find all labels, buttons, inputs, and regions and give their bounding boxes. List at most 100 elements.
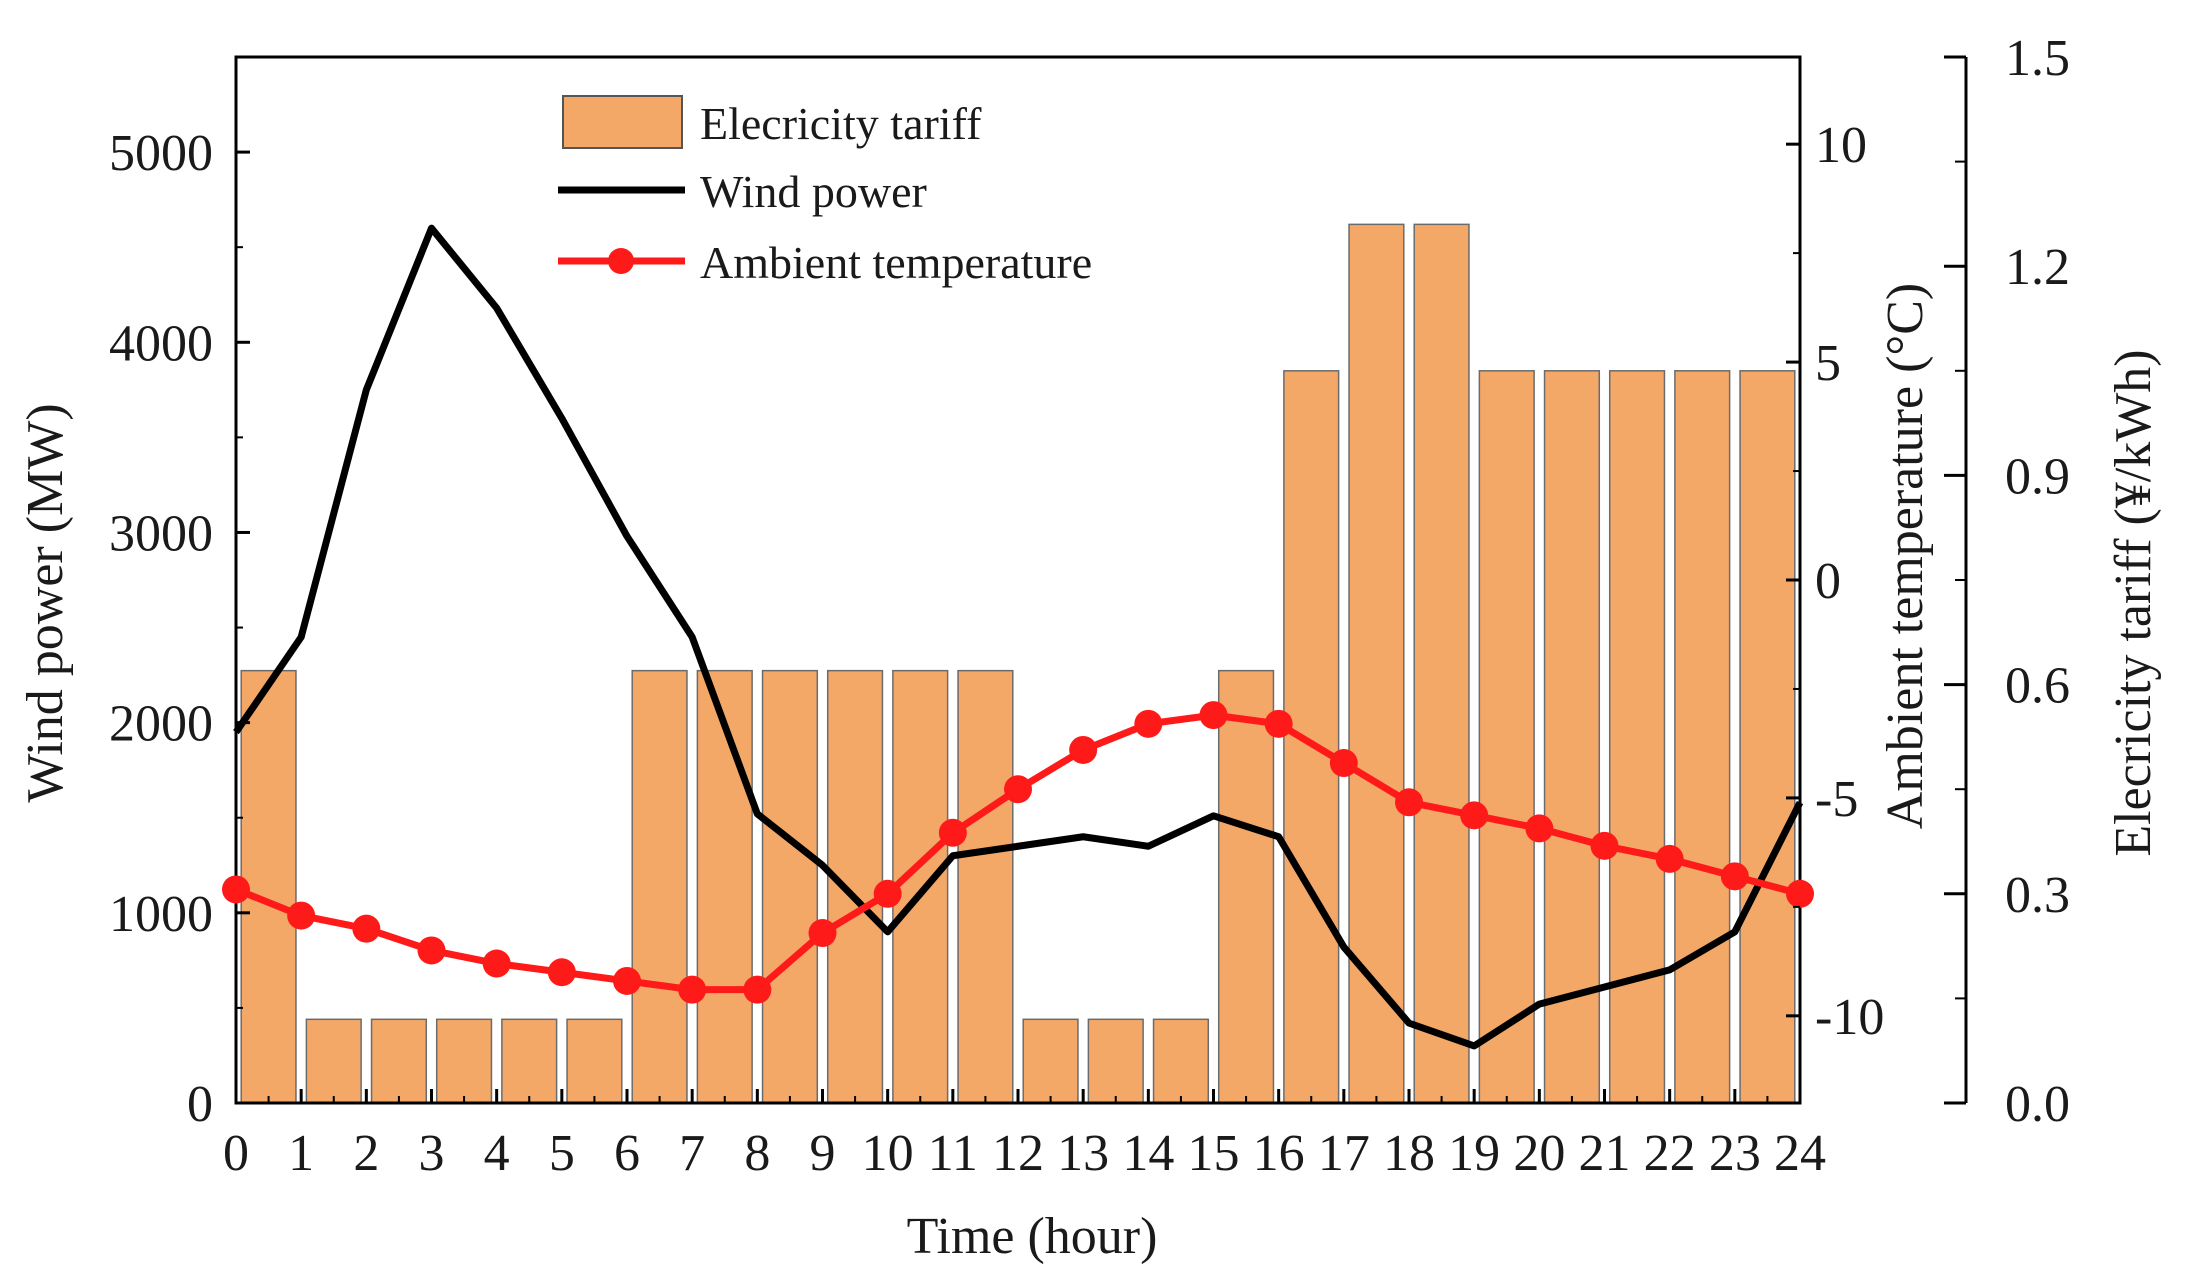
x-tick-label: 3 xyxy=(419,1125,445,1182)
temperature-point xyxy=(1590,831,1619,860)
tariff-bar xyxy=(370,1018,428,1104)
tariff-bar xyxy=(1087,1018,1144,1104)
x-axis-title: Time (hour) xyxy=(907,1208,1158,1265)
tariff-bar xyxy=(1022,1018,1079,1104)
x-tick-label: 6 xyxy=(614,1125,640,1182)
right-outer-tick-label: 0.9 xyxy=(2005,448,2070,505)
x-tick-label: 12 xyxy=(992,1125,1044,1182)
left-tick-label: 2000 xyxy=(109,696,213,753)
temperature-point xyxy=(352,914,381,943)
x-tick-label: 9 xyxy=(810,1125,836,1182)
tariff-bar xyxy=(1608,370,1666,1104)
x-tick-label: 15 xyxy=(1188,1125,1240,1182)
right-inner-tick-label: -5 xyxy=(1815,771,1858,828)
tariff-bar xyxy=(631,669,688,1104)
temperature-point xyxy=(743,975,772,1004)
temperature-point xyxy=(1199,701,1228,730)
x-tick-label: 7 xyxy=(679,1125,705,1182)
tariff-bar xyxy=(1478,370,1535,1104)
left-axis: 0 1000 2000 3000 4000 5000 xyxy=(109,125,250,1133)
tariff-bar xyxy=(435,1018,493,1104)
right-inner-axis-title: Ambient temperature (°C) xyxy=(1877,283,1934,829)
right-inner-tick-label: 0 xyxy=(1815,553,1841,610)
left-tick-label: 3000 xyxy=(109,505,213,562)
left-tick-label: 4000 xyxy=(109,315,213,372)
tariff-bar xyxy=(1674,370,1731,1104)
right-inner-tick-label: 10 xyxy=(1815,117,1867,174)
temperature-point xyxy=(222,875,250,904)
left-axis-title: Wind power (MW) xyxy=(17,403,74,802)
tariff-bar xyxy=(1739,370,1796,1104)
left-tick-label: 1000 xyxy=(109,886,213,943)
temperature-point xyxy=(1069,735,1098,764)
temperature-point xyxy=(873,879,902,908)
x-tick-label: 5 xyxy=(549,1125,575,1182)
tariff-bar xyxy=(1543,370,1601,1104)
temperature-point xyxy=(678,975,707,1004)
x-tick-label: 17 xyxy=(1318,1125,1370,1182)
tariff-bars xyxy=(240,223,1796,1104)
temperature-point xyxy=(1004,775,1032,804)
right-outer-axis: 0.0 0.3 0.6 0.9 1.2 1.5 xyxy=(1944,30,2070,1133)
temperature-line-layer xyxy=(222,701,1814,1004)
tariff-bar xyxy=(1348,223,1405,1104)
tariff-bar xyxy=(826,669,884,1104)
tariff-bar xyxy=(1413,223,1470,1104)
wind-power-line-layer xyxy=(233,224,1804,1050)
temperature-point xyxy=(417,936,446,965)
temperature-point xyxy=(1525,814,1554,843)
x-tick-label: 2 xyxy=(353,1125,379,1182)
x-tick-label: 13 xyxy=(1057,1125,1109,1182)
temperature-point xyxy=(1786,879,1814,908)
temperature-point xyxy=(1655,844,1684,873)
right-inner-tick-label: 5 xyxy=(1815,335,1841,392)
right-outer-tick-label: 0.6 xyxy=(2005,658,2070,715)
x-tick-label: 16 xyxy=(1253,1125,1305,1182)
x-tick-label: 22 xyxy=(1644,1125,1696,1182)
temperature-point xyxy=(287,901,316,930)
temperature-point xyxy=(547,958,576,987)
right-outer-tick-label: 0.0 xyxy=(2005,1076,2070,1133)
legend-label-temperature: Ambient temperature xyxy=(700,237,1092,288)
tariff-bar xyxy=(501,1018,558,1104)
right-outer-tick-label: 1.5 xyxy=(2005,30,2070,87)
legend-label-wind: Wind power xyxy=(700,166,927,217)
x-tick-label: 10 xyxy=(862,1125,914,1182)
temperature-point xyxy=(613,966,641,995)
tariff-bar xyxy=(240,669,297,1104)
right-outer-tick-label: 0.3 xyxy=(2005,867,2070,924)
right-inner-tick-label: -10 xyxy=(1815,989,1884,1046)
legend-marker-temperature xyxy=(608,248,634,274)
temperature-point xyxy=(1395,788,1423,817)
x-tick-label: 0 xyxy=(223,1125,249,1182)
x-tick-label: 4 xyxy=(484,1125,510,1182)
x-tick-label: 8 xyxy=(744,1125,770,1182)
x-tick-label: 18 xyxy=(1383,1125,1435,1182)
temperature-point xyxy=(1134,709,1163,738)
temperature-point xyxy=(808,919,837,948)
x-tick-label: 21 xyxy=(1579,1125,1631,1182)
x-tick-label: 1 xyxy=(288,1125,314,1182)
temperature-point xyxy=(938,818,967,847)
x-tick-label: 11 xyxy=(928,1125,978,1182)
x-tick-label: 19 xyxy=(1448,1125,1500,1182)
temperature-point xyxy=(482,949,511,978)
temperature-point xyxy=(1460,801,1489,830)
tariff-bar xyxy=(305,1018,362,1104)
right-outer-axis-title: Elecricity tariff (¥/kWh) xyxy=(2105,349,2162,856)
temperature-point xyxy=(1720,862,1749,891)
temperature-point xyxy=(1264,709,1293,738)
x-tick-label: 24 xyxy=(1774,1125,1826,1182)
tariff-bar xyxy=(696,669,753,1104)
right-inner-axis: -10 -5 0 5 10 xyxy=(1786,117,1884,1046)
wind-power-line xyxy=(233,224,1804,1050)
tariff-bar xyxy=(1283,370,1340,1104)
x-tick-label: 14 xyxy=(1122,1125,1174,1182)
x-tick-label: 23 xyxy=(1709,1125,1761,1182)
right-outer-tick-label: 1.2 xyxy=(2005,239,2070,296)
tariff-bar xyxy=(892,669,949,1104)
tariff-bar xyxy=(761,669,819,1104)
x-tick-label: 20 xyxy=(1513,1125,1565,1182)
tariff-bar xyxy=(957,669,1014,1104)
